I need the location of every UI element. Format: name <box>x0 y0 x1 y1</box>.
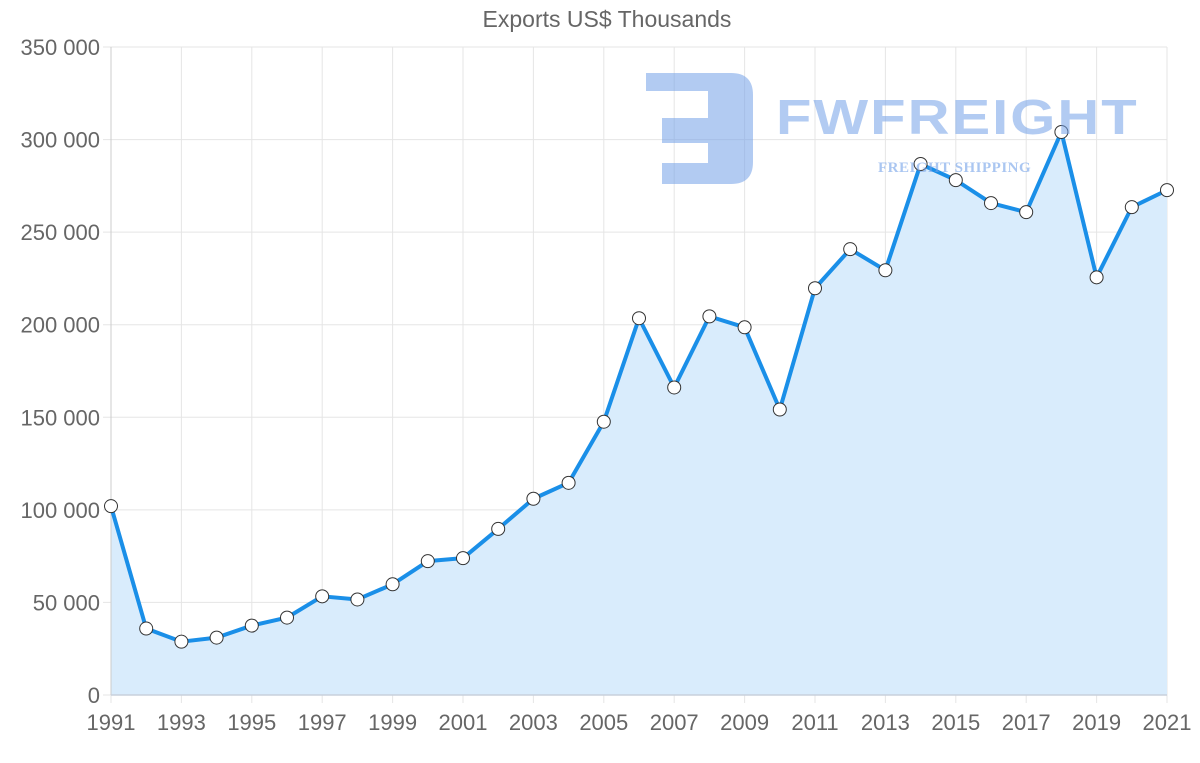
x-tick-label: 2017 <box>1002 710 1051 735</box>
data-point <box>526 491 541 506</box>
y-tick-label: 50 000 <box>33 590 100 615</box>
data-point <box>878 263 893 278</box>
data-point <box>913 157 928 172</box>
chart-title: Exports US$ Thousands <box>482 6 732 32</box>
x-tick-label: 2003 <box>509 710 558 735</box>
data-point <box>843 242 858 257</box>
data-point <box>385 577 400 592</box>
x-tick-label: 1991 <box>87 710 136 735</box>
y-tick-label: 0 <box>88 683 100 708</box>
data-point <box>1019 205 1034 220</box>
data-point <box>1054 124 1069 139</box>
data-point <box>772 402 787 417</box>
y-tick-label: 100 000 <box>20 498 100 523</box>
data-point <box>491 521 506 536</box>
x-tick-label: 2005 <box>579 710 628 735</box>
data-point <box>315 589 330 604</box>
y-tick-label: 300 000 <box>20 128 100 153</box>
x-tick-label: 2011 <box>791 710 838 735</box>
data-point <box>456 551 470 566</box>
data-point <box>984 196 998 211</box>
data-point <box>561 475 576 490</box>
data-point <box>808 281 822 296</box>
y-tick-label: 150 000 <box>20 405 100 430</box>
x-tick-label: 2015 <box>931 710 980 735</box>
data-point <box>632 311 646 326</box>
x-tick-label: 2009 <box>720 710 769 735</box>
data-point <box>280 610 294 625</box>
y-tick-label: 250 000 <box>20 220 100 245</box>
data-point <box>209 630 224 645</box>
data-point <box>667 380 682 395</box>
data-point <box>104 499 118 514</box>
data-point <box>244 618 259 633</box>
y-tick-label: 200 000 <box>20 313 100 338</box>
data-points <box>104 124 1174 649</box>
data-point <box>948 173 963 188</box>
x-tick-label: 1997 <box>298 710 347 735</box>
x-tick-label: 1999 <box>368 710 417 735</box>
y-axis-tick-labels: 0 50 000 100 000 150 000 200 000 250 000 300 0… <box>20 35 100 708</box>
x-tick-label: 2001 <box>439 710 488 735</box>
data-point <box>1160 183 1174 198</box>
data-point <box>174 634 189 649</box>
data-point <box>702 309 717 324</box>
data-point <box>420 554 435 569</box>
x-tick-label: 2013 <box>861 710 910 735</box>
x-tick-label: 1995 <box>227 710 276 735</box>
x-tick-label: 2007 <box>650 710 699 735</box>
axes <box>110 47 1167 696</box>
area-fill-path <box>111 131 1167 695</box>
x-tick-label: 2019 <box>1072 710 1121 735</box>
area-fill <box>111 131 1167 695</box>
data-point <box>139 621 154 636</box>
data-point <box>1124 200 1139 215</box>
data-point <box>350 592 365 607</box>
x-tick-label: 1993 <box>157 710 206 735</box>
x-tick-label: 2021 <box>1143 710 1192 735</box>
x-axis-tick-labels: 1991 1993 1995 1997 1999 2001 2003 2005 2007 2009… <box>87 710 1192 735</box>
data-point <box>596 414 611 429</box>
data-point <box>737 320 752 335</box>
y-tick-label: 350 000 <box>20 35 100 60</box>
data-point <box>1089 270 1104 285</box>
